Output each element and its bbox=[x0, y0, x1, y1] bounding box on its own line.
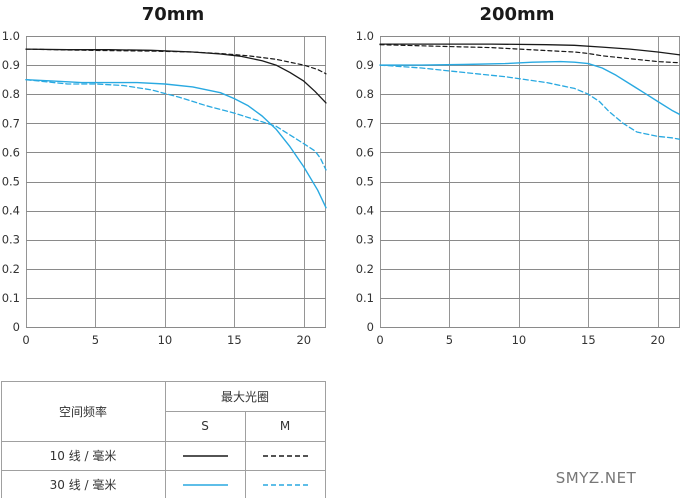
watermark: SMYZ.NET bbox=[556, 469, 637, 487]
y-tick-label: 1.0 bbox=[356, 29, 374, 43]
x-tick-label: 5 bbox=[92, 333, 99, 347]
y-tick-label: 0 bbox=[13, 320, 20, 334]
series-line-s30 bbox=[379, 60, 680, 116]
y-tick-label: 0.3 bbox=[2, 233, 20, 247]
y-tick-label: 0 bbox=[367, 320, 374, 334]
y-tick-label: 0.5 bbox=[356, 175, 374, 189]
series-line-s10 bbox=[379, 43, 680, 56]
y-tick-label: 0.2 bbox=[2, 262, 20, 276]
row-10lp-label: 10 线 / 毫米 bbox=[50, 448, 117, 463]
y-tick-label: 0.2 bbox=[356, 262, 374, 276]
y-tick-label: 0.7 bbox=[2, 116, 20, 130]
y-tick-label: 0.5 bbox=[2, 175, 20, 189]
column-s-label: S bbox=[201, 419, 209, 433]
y-tick-label: 1.0 bbox=[2, 29, 20, 43]
chart-title: 70mm bbox=[142, 4, 205, 25]
series-line-m30 bbox=[379, 64, 680, 140]
y-tick-label: 0.7 bbox=[356, 116, 374, 130]
y-tick-label: 0.1 bbox=[356, 291, 374, 305]
mtf-chart-70mm: 70mm 0 0.1 0.2 0.3 0.4 0.5 0.6 0.7 0.8 0.9 1.0 0 5 1… bbox=[2, 4, 327, 347]
x-tick-label: 15 bbox=[227, 333, 242, 347]
x-tick-label: 10 bbox=[158, 333, 173, 347]
grid-lines bbox=[380, 36, 680, 328]
column-m-label: M bbox=[280, 419, 290, 433]
series-line-s30 bbox=[25, 78, 327, 209]
y-tick-label: 0.8 bbox=[356, 87, 374, 101]
y-axis-ticks: 0 0.1 0.2 0.3 0.4 0.5 0.6 0.7 0.8 0.9 1.0 bbox=[2, 29, 20, 334]
y-tick-label: 0.1 bbox=[2, 291, 20, 305]
series-line-m10 bbox=[379, 44, 680, 64]
series-line-m10 bbox=[25, 48, 327, 75]
grid-lines bbox=[26, 36, 326, 328]
y-tick-label: 0.9 bbox=[356, 58, 374, 72]
y-tick-label: 0.3 bbox=[356, 233, 374, 247]
legend-table: 空间频率 最大光圈 S M 10 线 / 毫米 30 线 / 毫米 bbox=[1, 381, 326, 498]
max-aperture-header: 最大光圈 bbox=[221, 390, 269, 404]
series-line-s10 bbox=[25, 48, 327, 104]
x-tick-label: 0 bbox=[22, 333, 29, 347]
chart-title: 200mm bbox=[479, 4, 554, 25]
y-tick-label: 0.6 bbox=[356, 145, 374, 159]
x-tick-label: 0 bbox=[376, 333, 383, 347]
mtf-chart-200mm: 200mm 0 0.1 0.2 0.3 0.4 0.5 0.6 0.7 0.8 0.9 1.0 0 5… bbox=[356, 4, 680, 347]
x-tick-label: 5 bbox=[446, 333, 453, 347]
x-tick-label: 15 bbox=[581, 333, 596, 347]
series-lines bbox=[25, 48, 327, 209]
spatial-frequency-header: 空间频率 bbox=[59, 404, 107, 419]
series-line-m30 bbox=[25, 79, 327, 171]
y-tick-label: 0.6 bbox=[2, 145, 20, 159]
y-tick-label: 0.4 bbox=[2, 204, 20, 218]
y-tick-label: 0.8 bbox=[2, 87, 20, 101]
y-tick-label: 0.4 bbox=[356, 204, 374, 218]
row-30lp-label: 30 线 / 毫米 bbox=[50, 477, 117, 492]
x-tick-label: 20 bbox=[650, 333, 665, 347]
table-borders bbox=[1, 381, 326, 498]
y-tick-label: 0.9 bbox=[2, 58, 20, 72]
x-tick-label: 10 bbox=[512, 333, 527, 347]
x-axis-ticks: 0 5 10 15 20 bbox=[376, 333, 665, 347]
series-lines bbox=[379, 43, 680, 140]
x-axis-ticks: 0 5 10 15 20 bbox=[22, 333, 311, 347]
x-tick-label: 20 bbox=[296, 333, 311, 347]
y-axis-ticks: 0 0.1 0.2 0.3 0.4 0.5 0.6 0.7 0.8 0.9 1.0 bbox=[356, 29, 374, 334]
